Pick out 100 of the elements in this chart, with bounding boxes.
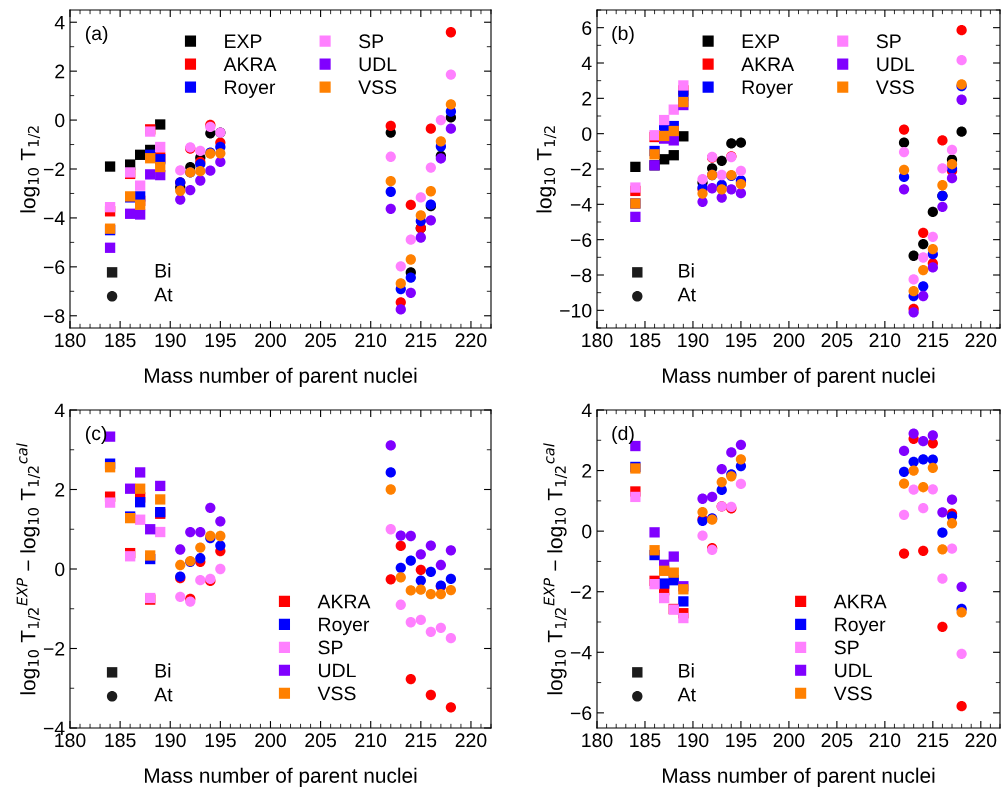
- x-tick-label: 200: [773, 333, 805, 348]
- legend-label: UDL: [835, 663, 872, 678]
- x-axis-title: Mass number of parent nuclei: [145, 367, 417, 388]
- y-tick-label: −8: [43, 309, 65, 324]
- x-tick-label: 200: [255, 733, 286, 748]
- legend-label: UDL: [877, 57, 915, 72]
- annotation: (b): [612, 25, 634, 45]
- annotation: At: [154, 687, 173, 702]
- x-tick-label: 210: [869, 733, 901, 748]
- y-tick-label: −4: [570, 198, 592, 212]
- y-tick-label: −4: [570, 645, 592, 660]
- x-tick-label: 205: [821, 333, 853, 348]
- annotation: (d): [612, 425, 634, 445]
- x-tick-label: 185: [105, 733, 136, 748]
- x-tick-label: 220: [455, 733, 487, 748]
- x-tick-label: 195: [205, 333, 236, 348]
- legend-label: EXP: [225, 34, 262, 48]
- legend-label: VSS: [833, 686, 872, 701]
- y-tick-label: −2: [43, 641, 65, 656]
- y-tick-label: 4: [581, 56, 592, 71]
- x-tick-label: 190: [155, 333, 186, 348]
- x-tick-label: 180: [55, 733, 86, 748]
- x-tick-label: 190: [678, 333, 709, 348]
- x-tick-label: 215: [917, 733, 949, 748]
- text: log$_{10}$ T$_{1/2}$$^{EXP}$ − log$_{10}$ T$_{1/2}$$^{cal}$: [16, 443, 41, 695]
- legend-label: SP: [359, 34, 384, 49]
- x-tick-label: 195: [205, 733, 236, 748]
- y-tick-label: −6: [570, 706, 592, 721]
- y-tick-label: 4: [581, 403, 592, 418]
- y-tick-label: 0: [55, 113, 65, 128]
- x-tick-label: 220: [455, 333, 487, 348]
- x-tick-label: 215: [405, 333, 437, 348]
- x-tick-label: 210: [869, 333, 901, 348]
- y-tick-label: 0: [582, 127, 592, 141]
- y-tick-label: 2: [55, 64, 65, 79]
- legend-label: AKRA: [223, 57, 277, 71]
- legend-label: AKRA: [741, 57, 795, 71]
- y-tick-label: −6: [43, 260, 65, 275]
- y-tick-label: 0: [55, 562, 65, 577]
- x-tick-label: 185: [630, 333, 661, 348]
- x-tick-label: 195: [726, 333, 757, 348]
- legend-label: VSS: [317, 686, 356, 701]
- annotation: Bi: [679, 663, 694, 678]
- x-tick-label: 185: [105, 333, 136, 348]
- y-tick-label: −2: [43, 162, 65, 177]
- x-axis-title: Mass number of parent nuclei: [145, 767, 417, 788]
- y-tick-label: −6: [570, 233, 592, 247]
- legend-label: UDL: [319, 663, 356, 678]
- y-tick-label: 2: [582, 464, 592, 478]
- y-tick-label: 4: [54, 15, 65, 30]
- y-axis-title: log$_{10}$ T$_{1/2}$: [20, 126, 41, 213]
- legend-label: AKRA: [833, 594, 887, 609]
- x-tick-label: 205: [821, 733, 853, 748]
- legend-label: Royer: [835, 617, 886, 636]
- y-tick-label: −2: [570, 162, 592, 177]
- y-tick-label: 2: [55, 482, 65, 497]
- legend-label: SP: [318, 640, 343, 655]
- y-axis-title: log$_{10}$ T$_{1/2}$: [536, 126, 557, 213]
- x-tick-label: 180: [55, 333, 86, 348]
- legend-label: EXP: [742, 34, 780, 48]
- x-tick-label: 215: [917, 333, 949, 348]
- legend-label: SP: [834, 640, 859, 655]
- x-tick-label: 185: [630, 733, 661, 748]
- legend-label: VSS: [358, 80, 397, 95]
- x-tick-label: 210: [355, 333, 387, 348]
- x-tick-label: 200: [773, 733, 805, 748]
- y-tick-label: 0: [582, 524, 592, 539]
- x-axis-title: Mass number of parent nuclei: [663, 367, 935, 388]
- y-tick-label: 4: [54, 403, 65, 418]
- legend-label: VSS: [875, 80, 914, 95]
- y-tick-label: −2: [570, 585, 592, 599]
- x-tick-label: 220: [965, 733, 997, 748]
- y-tick-label: 6: [582, 21, 592, 35]
- y-tick-label: 2: [582, 91, 592, 106]
- x-tick-label: 215: [405, 733, 437, 748]
- x-tick-label: 205: [305, 333, 336, 348]
- legend-label: Royer: [319, 617, 370, 636]
- x-axis-title: Mass number of parent nuclei: [663, 767, 935, 788]
- x-tick-label: 180: [582, 333, 613, 348]
- annotation: Bi: [155, 663, 171, 678]
- annotation: (c): [85, 425, 107, 445]
- x-tick-label: 205: [305, 733, 336, 748]
- x-tick-label: 210: [355, 733, 387, 748]
- legend-label: SP: [876, 34, 901, 49]
- annotation: At: [154, 287, 173, 302]
- legend-label: Royer: [225, 80, 276, 98]
- x-tick-label: 220: [965, 333, 997, 348]
- text: log$_{10}$ T$_{1/2}$$^{EXP}$ − log$_{10}$ T$_{1/2}$$^{cal}$: [543, 443, 568, 695]
- x-tick-label: 200: [255, 333, 286, 348]
- annotation: At: [677, 687, 696, 702]
- legend-label: Royer: [742, 80, 793, 98]
- x-tick-label: 190: [155, 733, 186, 748]
- legend-label: UDL: [359, 57, 397, 72]
- y-tick-label: −4: [43, 721, 65, 736]
- x-tick-label: 195: [726, 733, 757, 748]
- y-tick-label: −8: [570, 268, 592, 283]
- legend-label: AKRA: [317, 594, 371, 609]
- annotation: Bi: [679, 263, 694, 278]
- annotation: (a): [85, 25, 108, 45]
- y-tick-label: −4: [43, 211, 65, 225]
